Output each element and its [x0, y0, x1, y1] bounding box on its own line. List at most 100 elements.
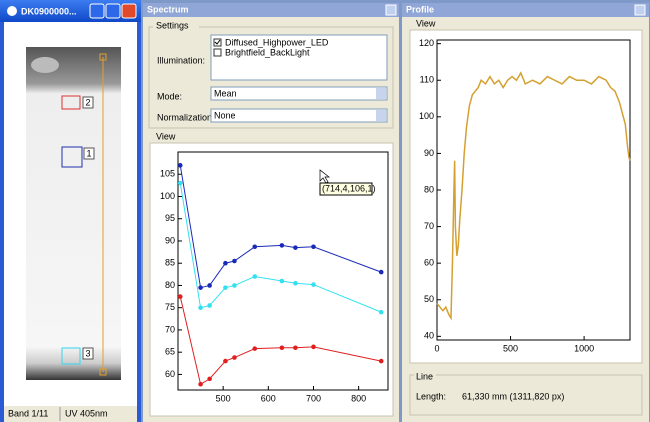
profile-title-bar	[402, 3, 649, 17]
combo-value: None	[214, 110, 236, 120]
length-value: 61,330 mm (1311,820 px)	[462, 391, 564, 401]
checkbox[interactable]	[213, 48, 222, 57]
data-point	[378, 309, 384, 315]
data-point	[293, 345, 298, 351]
data-point	[198, 305, 203, 311]
series-line	[179, 183, 382, 313]
y-tick-label: 100	[160, 191, 175, 201]
data-point	[378, 269, 384, 275]
field-label: Mode:	[157, 91, 182, 101]
x-tick-label: 1000	[574, 343, 594, 353]
panel-close[interactable]	[385, 4, 397, 16]
data-point	[293, 245, 298, 250]
data-point	[223, 285, 228, 290]
series-line	[436, 71, 631, 321]
y-tick-label: 60	[424, 258, 434, 268]
data-point	[177, 163, 183, 168]
minimize-button[interactable]	[89, 3, 105, 19]
field-label: Illumination:	[157, 55, 205, 65]
data-point	[279, 243, 285, 248]
field-label: Normalization:	[157, 112, 215, 122]
checkbox[interactable]	[213, 38, 222, 47]
panel-close[interactable]	[634, 4, 646, 16]
image-title: DK0900000...	[21, 6, 77, 16]
tooltip: (714,4,106,1)	[322, 183, 376, 193]
data-point	[223, 260, 228, 266]
data-point	[232, 258, 237, 264]
series-line	[179, 296, 382, 385]
y-tick-label: 90	[424, 148, 434, 158]
group-label: View	[156, 131, 176, 141]
maximize-button[interactable]	[105, 3, 121, 19]
data-point	[198, 381, 203, 387]
data-point	[207, 376, 212, 382]
status-wavelength: UV 405nm	[65, 408, 108, 418]
y-tick-label: 65	[165, 347, 175, 357]
option-label: Diffused_Highpower_LED	[225, 37, 329, 47]
roi-label-box	[82, 96, 94, 109]
status-bar	[4, 406, 137, 422]
roi-box[interactable]	[61, 146, 83, 168]
line-handle[interactable]	[99, 53, 107, 61]
close-button[interactable]	[121, 3, 137, 19]
roi-label: 2	[85, 97, 90, 107]
plot-frame	[177, 151, 389, 391]
profile-title: Profile	[406, 4, 434, 14]
data-point	[252, 274, 258, 279]
data-point	[252, 346, 258, 351]
combo-arrow[interactable]	[376, 88, 386, 99]
spectrum-title: Spectrum	[147, 4, 189, 14]
cursor	[319, 169, 331, 184]
x-tick-label: 800	[351, 393, 366, 403]
series-line	[179, 165, 382, 289]
y-tick-label: 75	[165, 302, 175, 312]
y-tick-label: 110	[420, 75, 434, 85]
app-icon	[7, 6, 17, 16]
y-tick-label: 120	[419, 38, 434, 48]
x-tick-label: 700	[306, 393, 321, 403]
profile-view	[409, 29, 643, 364]
data-point	[252, 244, 258, 250]
y-tick-label: 60	[165, 369, 175, 379]
y-tick-label: 50	[424, 294, 434, 304]
roi-box[interactable]	[61, 95, 81, 110]
tooltip-box	[319, 182, 373, 196]
data-point	[311, 344, 316, 350]
roi-label-box	[82, 347, 94, 360]
roi-label: 3	[85, 348, 90, 358]
y-tick-label: 95	[165, 213, 175, 223]
data-point	[207, 283, 212, 288]
y-tick-label: 90	[165, 235, 175, 245]
length-label: Length:	[416, 391, 446, 401]
y-tick-label: 80	[424, 184, 434, 194]
check-mark	[214, 39, 221, 45]
image-feature	[31, 57, 59, 73]
y-tick-label: 105	[160, 169, 175, 179]
data-point	[311, 282, 316, 287]
y-tick-label: 85	[165, 258, 175, 268]
x-tick-label: 600	[261, 393, 276, 403]
data-point	[232, 283, 237, 288]
group-label-bg	[414, 371, 436, 381]
combo-arrow[interactable]	[376, 110, 386, 121]
data-point	[223, 358, 228, 364]
status-band: Band 1/11	[8, 408, 48, 418]
data-point	[207, 303, 212, 308]
line-handle[interactable]	[99, 368, 107, 376]
roi-label: 1	[86, 148, 91, 158]
y-tick-label: 80	[165, 280, 175, 290]
x-tick-label: 500	[216, 393, 231, 403]
group-label-bg	[153, 21, 199, 31]
line-group	[409, 374, 643, 416]
data-point	[293, 280, 298, 286]
group-label: View	[416, 18, 436, 28]
roi-box[interactable]	[61, 347, 81, 365]
mode-combo[interactable]	[210, 86, 388, 101]
band-image	[26, 47, 121, 380]
normalization-combo[interactable]	[210, 108, 388, 123]
y-tick-label: 40	[424, 331, 434, 341]
illumination-list[interactable]	[210, 34, 388, 81]
data-point	[177, 294, 183, 299]
settings-group	[148, 26, 394, 129]
data-point	[177, 180, 183, 186]
